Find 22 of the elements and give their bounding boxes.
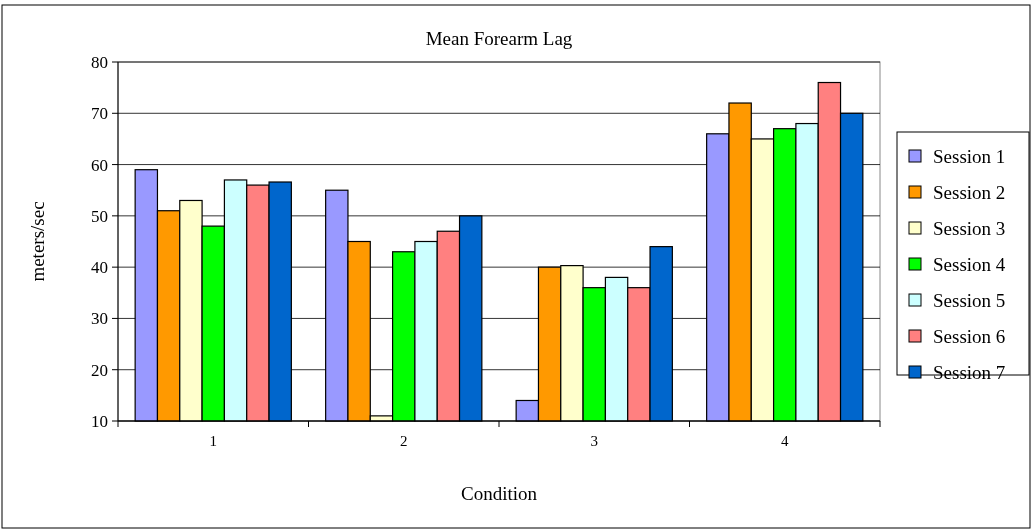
y-tick-label: 70 (91, 104, 108, 124)
y-tick-label: 40 (91, 258, 108, 278)
y-axis-title: meters/sec (27, 201, 48, 282)
x-axis-title: Condition (460, 483, 538, 504)
x-tick-label: 3 (590, 433, 598, 449)
legend-label: Session 7 (933, 361, 1006, 383)
legend-label: Session 5 (933, 289, 1006, 311)
y-tick-label: 60 (91, 155, 108, 175)
y-tick-label: 20 (91, 360, 108, 380)
x-tick-label: 4 (781, 433, 789, 449)
legend-label: Session 3 (933, 217, 1006, 239)
x-tick-label: 1 (209, 433, 217, 449)
legend-label: Session 6 (933, 325, 1006, 347)
legend-label: Session 1 (933, 145, 1006, 167)
legend-label: Session 4 (933, 253, 1006, 275)
y-tick-label: 30 (91, 309, 108, 329)
legend-label: Session 2 (933, 181, 1006, 203)
x-tick-label: 2 (400, 433, 408, 449)
y-tick-label: 50 (91, 206, 108, 226)
chart-title: Mean Forearm Lag (425, 28, 573, 49)
y-tick-label: 80 (91, 52, 108, 72)
y-tick-label: 10 (91, 411, 108, 431)
